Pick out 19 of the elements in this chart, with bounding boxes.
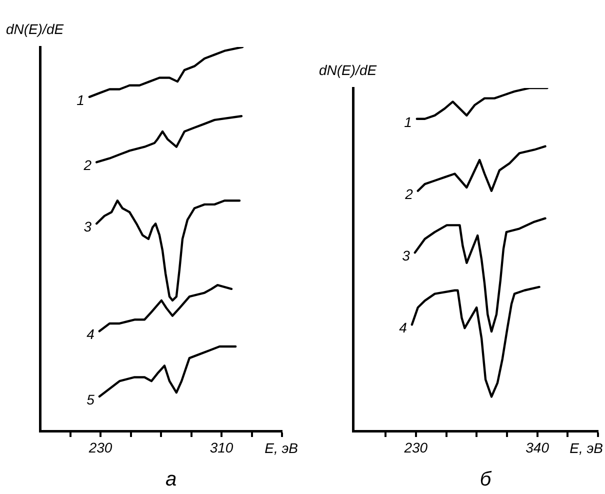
x-tick-label: 230 [403, 439, 428, 456]
series-label: 1 [76, 92, 84, 108]
x-axis-title: E, эВ [570, 440, 603, 456]
y-axis-title: dN(E)/dE [6, 20, 64, 37]
text: а [165, 468, 177, 491]
series-label: 3 [402, 248, 410, 264]
series-label: 2 [404, 186, 414, 202]
x-tick-label: 340 [526, 439, 550, 456]
y-axis-title: dN(E)/dE [319, 62, 378, 78]
series-label: 4 [86, 326, 95, 342]
series-label: 2 [82, 157, 92, 174]
series-label: 4 [399, 320, 408, 336]
text: б [480, 468, 492, 491]
series-label: 1 [404, 114, 412, 130]
series-label: 3 [84, 218, 92, 235]
series-label: 5 [86, 391, 95, 408]
x-tick-label: 310 [210, 439, 234, 456]
x-tick-label: 230 [88, 439, 112, 456]
x-axis-title: E, эВ [264, 440, 298, 456]
